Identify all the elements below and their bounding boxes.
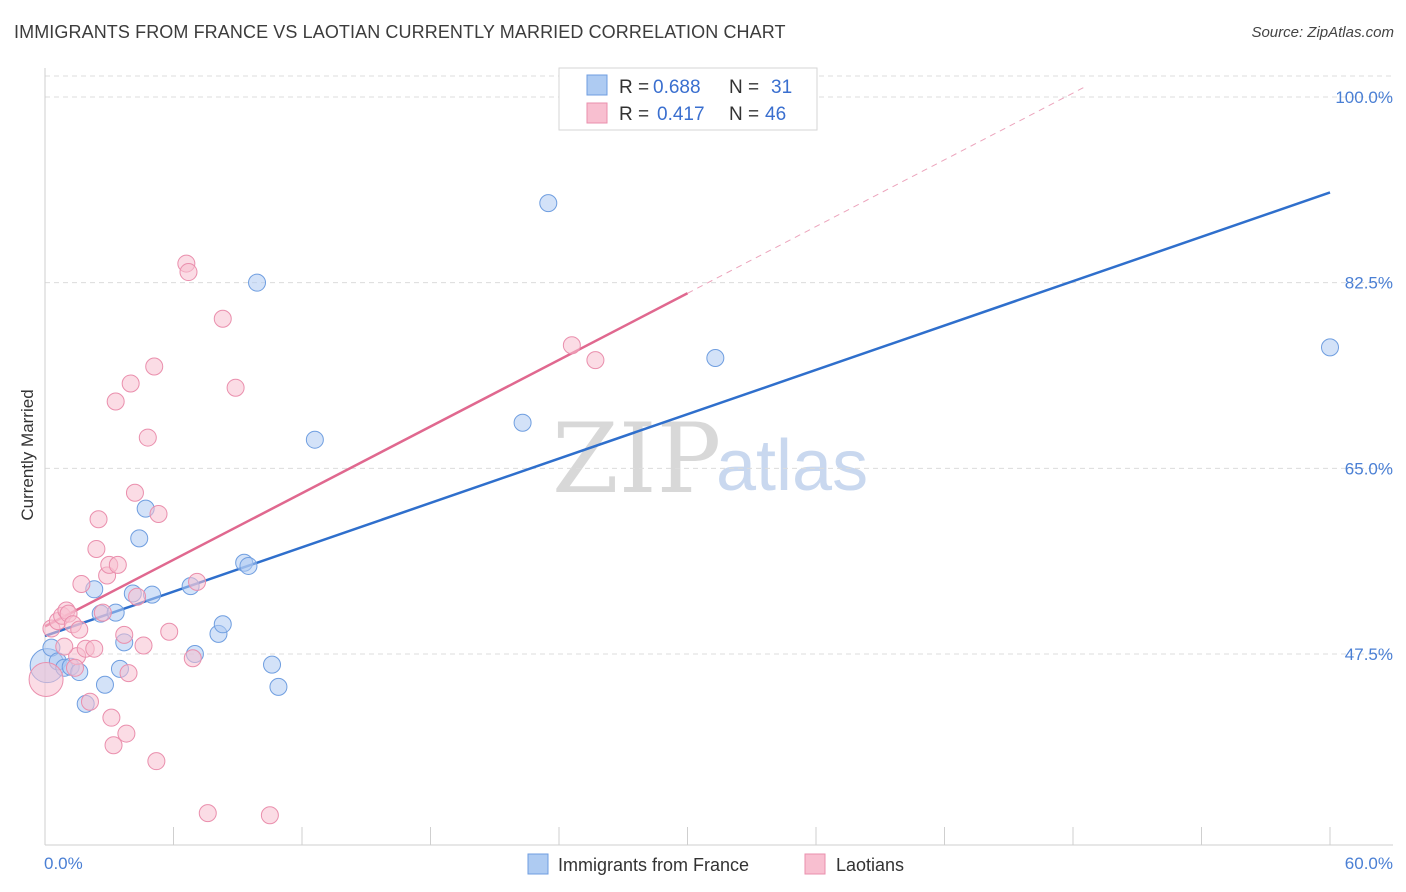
trend-line-pink [44, 292, 689, 628]
y-axis-label: Currently Married [18, 389, 37, 520]
trend-extension-pink [687, 85, 1087, 294]
legend-r-label-2: R = [619, 104, 649, 125]
point-pink-37 [198, 804, 217, 823]
point-blue-30 [1321, 338, 1339, 357]
source-label: Source: ZipAtlas.com [1251, 24, 1394, 41]
series-legend-swatch-blue [527, 853, 549, 875]
series-legend: Immigrants from France Laotians [527, 853, 904, 875]
watermark-zip: ZIP [552, 403, 721, 515]
x-tick-label-1: 60.0% [1345, 854, 1393, 873]
legend-r-value-2: 0.417 [657, 104, 705, 125]
point-pink-26 [128, 587, 147, 606]
y-tick-label-2: 82.5% [1345, 274, 1393, 293]
point-pink-14 [89, 510, 108, 529]
point-pink-23 [119, 664, 138, 683]
point-pink-31 [149, 504, 168, 523]
point-pink-25 [125, 483, 144, 502]
point-blue-9 [95, 675, 114, 694]
x-tick-labels: 0.0% 60.0% [44, 854, 1393, 873]
legend-n-value-1: 31 [771, 77, 792, 98]
series-legend-label-pink: Laotians [836, 855, 904, 875]
point-pink-11 [80, 692, 99, 711]
legend-r-label-1: R = [619, 77, 649, 98]
point-blue-23 [248, 273, 267, 292]
point-blue-26 [305, 430, 324, 449]
point-blue-16 [143, 585, 162, 604]
point-blue-20 [213, 615, 232, 634]
point-pink-12 [85, 639, 104, 658]
legend-swatch-pink [586, 102, 608, 124]
axes [44, 68, 1393, 846]
point-pink-29 [145, 357, 164, 376]
point-pink-21 [115, 625, 134, 644]
legend-swatch-blue [586, 74, 608, 96]
point-blue-25 [269, 677, 288, 696]
y-tick-label-3: 100.0% [1335, 88, 1393, 107]
legend-n-label-2: N = [729, 104, 759, 125]
point-pink-39 [226, 378, 245, 397]
point-blue-28 [539, 194, 558, 213]
point-blue-29 [706, 348, 725, 367]
point-pink-35 [183, 649, 202, 668]
point-pink-8 [70, 620, 89, 639]
watermark-atlas: atlas [716, 426, 868, 506]
point-pink-40 [260, 806, 279, 825]
y-tick-labels: 47.5% 65.0% 82.5% 100.0% [1335, 88, 1393, 664]
point-blue-14 [130, 529, 149, 548]
point-pink-36 [188, 572, 207, 591]
trend-line-blue [44, 191, 1331, 638]
point-blue-24 [263, 655, 282, 674]
series-legend-label-blue: Immigrants from France [558, 855, 749, 875]
point-pink-30 [147, 752, 166, 771]
legend-n-value-2: 46 [765, 104, 786, 125]
point-pink-44 [65, 658, 84, 677]
point-pink-0 [28, 661, 64, 697]
data-points [28, 194, 1339, 825]
point-pink-24 [121, 374, 140, 393]
point-pink-41 [562, 336, 581, 355]
point-pink-9 [72, 574, 91, 593]
point-pink-34 [179, 263, 198, 282]
point-pink-45 [55, 637, 74, 656]
legend-r-value-1: 0.688 [653, 77, 701, 98]
point-pink-13 [87, 539, 106, 558]
y-tick-label-0: 47.5% [1345, 645, 1393, 664]
series-legend-swatch-pink [804, 853, 826, 875]
point-pink-42 [586, 351, 605, 370]
trend-lines [44, 85, 1331, 638]
correlation-legend: R = 0.688 N = 31 R = 0.417 N = 46 [558, 67, 818, 131]
point-pink-15 [93, 603, 112, 622]
point-pink-22 [117, 724, 136, 743]
x-tick-label-0: 0.0% [44, 854, 83, 873]
point-blue-22 [239, 556, 258, 575]
point-pink-32 [160, 622, 179, 641]
point-pink-18 [102, 708, 121, 727]
point-pink-19 [106, 392, 125, 411]
chart-title: IMMIGRANTS FROM FRANCE VS LAOTIAN CURREN… [14, 22, 786, 42]
point-pink-27 [134, 636, 153, 655]
point-pink-38 [213, 309, 232, 328]
legend-n-label-1: N = [729, 77, 759, 98]
y-tick-label-1: 65.0% [1345, 459, 1393, 478]
point-pink-20 [108, 555, 127, 574]
point-pink-28 [138, 428, 157, 447]
point-blue-27 [513, 413, 532, 432]
point-pink-43 [104, 736, 123, 755]
